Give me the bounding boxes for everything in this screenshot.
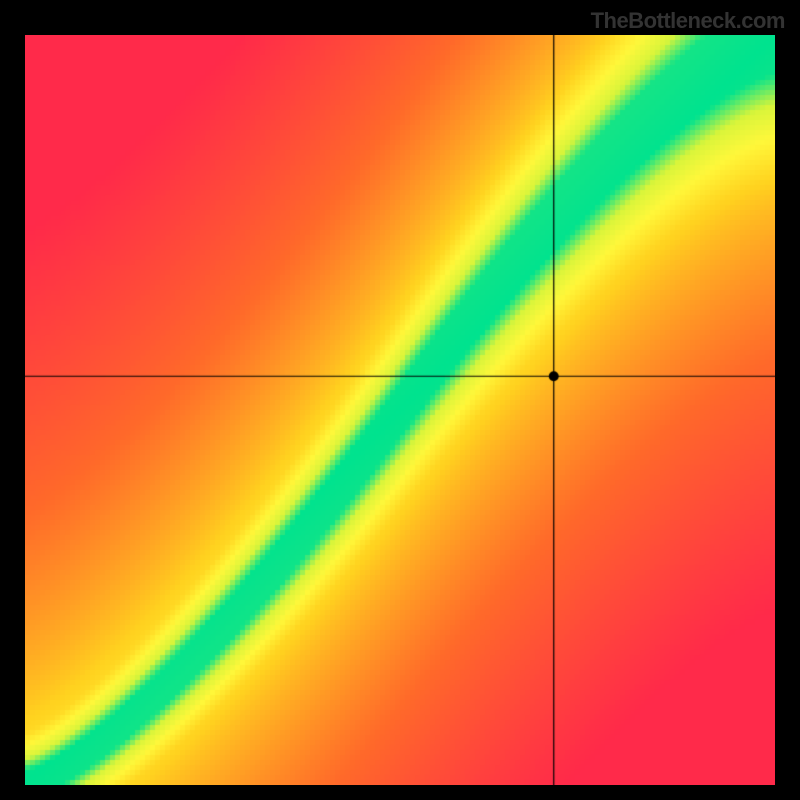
watermark-text: TheBottleneck.com <box>591 8 785 34</box>
chart-container: TheBottleneck.com <box>0 0 800 800</box>
heatmap-plot <box>25 35 775 785</box>
heatmap-canvas <box>25 35 775 785</box>
